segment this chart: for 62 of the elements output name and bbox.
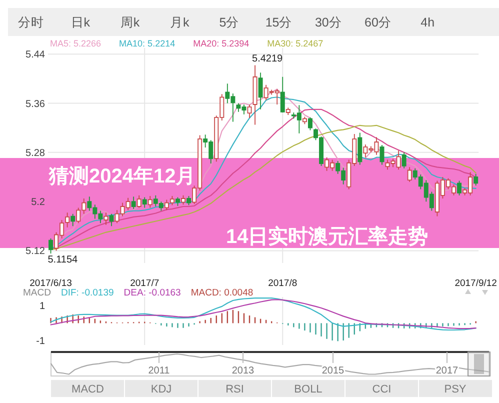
y-tick-label: 5.44 xyxy=(26,50,46,61)
candlestick xyxy=(252,64,258,126)
y-tick-label: -1 xyxy=(36,336,46,348)
text: BOLL xyxy=(294,383,322,396)
candlestick xyxy=(407,166,412,182)
text: RSI xyxy=(226,383,244,396)
annotation: 5.4219 xyxy=(252,53,284,64)
x-tick-label: 2017/6/13 xyxy=(30,278,72,289)
y-tick-label: 5.2 xyxy=(31,197,46,208)
candlestick xyxy=(136,194,142,208)
text: MACD xyxy=(23,288,51,298)
text: MACD: 0.0048 xyxy=(190,288,254,298)
candlestick xyxy=(175,196,180,206)
candlestick xyxy=(247,104,252,118)
y-tick-label: 5.12 xyxy=(26,246,46,258)
text: 月k xyxy=(170,16,190,30)
text: 60分 xyxy=(364,16,392,30)
x-tick-label: 2017/7 xyxy=(130,278,160,289)
text: 15分 xyxy=(265,16,292,30)
text: MACD xyxy=(72,383,104,396)
chart-title: 猜测2024年12月14日实时澳元汇率走势 xyxy=(49,166,428,248)
candlestick xyxy=(302,116,307,125)
candlestick xyxy=(380,144,384,166)
candlestick xyxy=(308,116,312,131)
candlestick xyxy=(358,132,362,166)
candlestick xyxy=(286,107,290,116)
legend: MA5: 5.2266 MA10: 5.2214 MA20: 5.2394 MA30: 5.2467 xyxy=(50,38,324,48)
text: 周k xyxy=(120,16,140,30)
text: PSY xyxy=(444,383,467,396)
x-tick-label: 2017/9/12 xyxy=(454,278,497,289)
candlestick xyxy=(109,213,114,227)
candlestick xyxy=(402,152,406,169)
text: 分时 xyxy=(18,16,44,30)
candlestick xyxy=(48,238,53,254)
text: DIF: -0.0139 xyxy=(60,288,114,298)
text: 4h xyxy=(420,16,435,30)
x-tick-label: 2011 xyxy=(148,366,170,376)
x-tick-label: 2017/8 xyxy=(268,278,298,289)
y-tick-label: 5.28 xyxy=(26,148,46,159)
candlestick xyxy=(258,72,263,110)
x-tick-label: 2015 xyxy=(322,366,345,376)
text: 5分 xyxy=(219,16,240,30)
candlestick xyxy=(280,76,285,113)
text: CCI xyxy=(372,383,392,396)
y-tick-label: 1 xyxy=(39,301,46,312)
candlestick xyxy=(181,194,186,206)
candlestick xyxy=(148,196,152,208)
candlestick xyxy=(474,173,478,186)
annotation: 5.1154 xyxy=(48,254,78,266)
candlestick xyxy=(186,196,192,206)
candlestick xyxy=(131,196,136,210)
candlestick xyxy=(70,213,76,227)
candlestick xyxy=(457,180,462,196)
candlestick xyxy=(104,212,108,226)
candlestick xyxy=(142,196,147,208)
x-tick-label: 2017 xyxy=(436,366,459,376)
text: 30分 xyxy=(314,16,342,30)
text: 日k xyxy=(70,16,91,30)
text: DEA: -0.0163 xyxy=(124,288,181,298)
y-tick-label: 5.36 xyxy=(26,98,46,110)
text: KDJ xyxy=(150,383,172,396)
x-tick-label: 2013 xyxy=(232,366,255,376)
